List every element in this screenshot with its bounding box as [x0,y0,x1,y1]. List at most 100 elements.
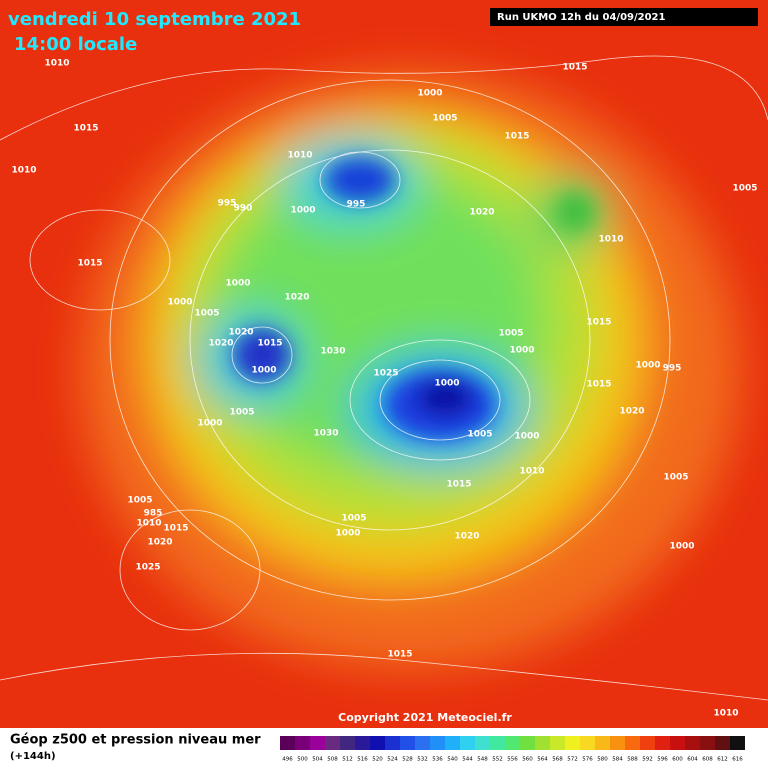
scale-swatch [370,736,385,750]
scale-label: 596 [657,757,668,763]
pressure-label: 1015 [73,124,98,134]
pressure-label: 1000 [635,361,660,371]
pressure-label: 1010 [136,519,161,529]
scale-swatch [580,736,595,750]
scale-label: 556 [507,757,518,763]
scale-label: 512 [342,757,353,763]
pressure-label: 1000 [514,432,539,442]
pressure-label: 1020 [454,532,479,542]
date: vendredi 10 septembre 2021 [8,9,301,30]
scale-swatch [445,736,460,750]
scale-swatch [460,736,475,750]
scale-label: 604 [687,757,698,763]
scale-swatch [490,736,505,750]
scale-swatch [730,736,745,750]
pressure-label: 1015 [586,318,611,328]
pressure-label: 1000 [197,419,222,429]
run-box [490,8,758,26]
pressure-label: 1005 [341,514,366,524]
scale-label: 588 [627,757,638,763]
scale-swatch [475,736,490,750]
pressure-label: 1005 [663,473,688,483]
pressure-label: 1020 [147,538,172,548]
scale-swatch [415,736,430,750]
scale-swatch [685,736,700,750]
scale-label: 584 [612,757,623,763]
pressure-label: 1005 [194,309,219,319]
pressure-label: 1000 [509,346,534,356]
pressure-label: 1000 [290,206,315,216]
scale-label: 608 [702,757,713,763]
pressure-label: 1010 [287,151,312,161]
pressure-label: 1025 [135,563,160,573]
pressure-label: 1020 [284,293,309,303]
scale-swatch [715,736,730,750]
pressure-label: 1010 [598,235,623,245]
pressure-label: 1020 [619,407,644,417]
scale-label: 568 [552,757,563,763]
scale-label: 516 [357,757,368,763]
color-scale: 496 500 504 508 512 516 520 524 528 532 536 540 544 5… [280,736,745,763]
scale-swatch [625,736,640,750]
pressure-label: 1005 [127,496,152,506]
scale-label: 612 [717,757,728,763]
pressure-label: 1000 [417,89,442,99]
pressure-label: 995 [218,199,237,209]
scale-label: 616 [732,757,743,763]
pressure-label: 995 [663,364,682,374]
pressure-label: 985 [144,509,163,519]
isobars [0,55,768,701]
scale-label: 536 [432,757,443,763]
scale-label: 520 [372,757,383,763]
pressure-label: 1020 [469,208,494,218]
scale-swatch [565,736,580,750]
low-centers [234,158,595,440]
pressure-labels: 1010101510101015100010059959901010100099… [11,59,757,719]
scale-swatch [535,736,550,750]
scale-label: 532 [417,757,428,763]
pressure-label: 1015 [504,132,529,142]
scale-swatch [595,736,610,750]
pressure-label: 1000 [251,366,276,376]
scale-swatch [520,736,535,750]
copyright: Copyright 2021 Meteociel.fr [338,711,512,724]
scale-swatch [325,736,340,750]
pressure-label: 990 [234,204,253,214]
scale-swatch [640,736,655,750]
pressure-label: 1010 [11,166,36,176]
scale-label: 528 [402,757,413,763]
lead-time: (+144h) [10,751,56,762]
pressure-label: 1000 [669,542,694,552]
pressure-label: 1005 [432,114,457,124]
scale-label: 564 [537,757,548,763]
scale-swatch [385,736,400,750]
scale-swatch [670,736,685,750]
footer-title: Géop z500 et pression niveau mer [10,733,261,748]
pressure-label: 1025 [373,369,398,379]
scale-label: 496 [282,757,293,763]
scale-swatch [610,736,625,750]
scale-label: 500 [297,757,308,763]
scale-label: 508 [327,757,338,763]
pressure-label: 1030 [313,429,338,439]
scale-label: 580 [597,757,608,763]
scale-label: 572 [567,757,578,763]
run-info: Run UKMO 12h du 04/09/2021 [497,12,666,23]
scale-swatch [280,736,295,750]
scale-swatch [310,736,325,750]
scale-swatch [355,736,370,750]
scale-label: 540 [447,757,458,763]
pressure-label: 1015 [163,524,188,534]
scale-swatch [430,736,445,750]
pressure-label: 1020 [208,339,233,349]
pressure-label: 995 [347,200,366,210]
scale-label: 544 [462,757,473,763]
pressure-label: 1015 [257,339,282,349]
pressure-label: 1010 [44,59,69,69]
pressure-label: 1010 [519,467,544,477]
pressure-label: 1020 [228,328,253,338]
scale-swatch [340,736,355,750]
scale-label: 560 [522,757,533,763]
pressure-label: 1000 [335,529,360,539]
